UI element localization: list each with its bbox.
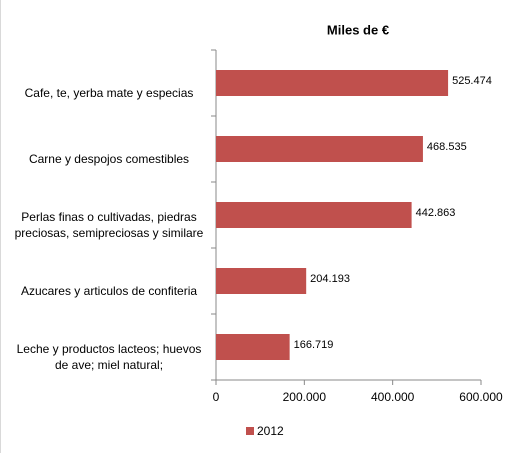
bar <box>216 202 412 228</box>
legend-label: 2012 <box>257 424 284 438</box>
x-tick-label: 400.000 <box>371 390 415 404</box>
x-tick-label: 600.000 <box>459 390 503 404</box>
x-tick-label: 200.000 <box>283 390 327 404</box>
category-label: Azucares y articulos de confiteria <box>20 284 198 298</box>
category-label: Perlas finas o cultivadas, piedras preci… <box>14 210 204 240</box>
data-label: 525.474 <box>452 75 492 87</box>
chart-title: Miles de € <box>327 22 389 37</box>
bar <box>216 136 423 162</box>
data-label: 468.535 <box>427 141 467 153</box>
bar <box>216 70 449 96</box>
data-label: 166.719 <box>294 339 334 351</box>
data-label: 442.863 <box>416 207 456 219</box>
category-label: Cafe, te, yerba mate y especias <box>24 86 194 100</box>
category-label: Carne y despojos comestibles <box>28 152 190 166</box>
bar <box>216 334 290 360</box>
category-label: Leche y productos lacteos; huevos de ave… <box>16 342 202 372</box>
data-label: 204.193 <box>310 273 350 285</box>
legend-swatch <box>246 427 254 435</box>
bar <box>216 268 307 294</box>
x-tick-label: 0 <box>213 390 220 404</box>
